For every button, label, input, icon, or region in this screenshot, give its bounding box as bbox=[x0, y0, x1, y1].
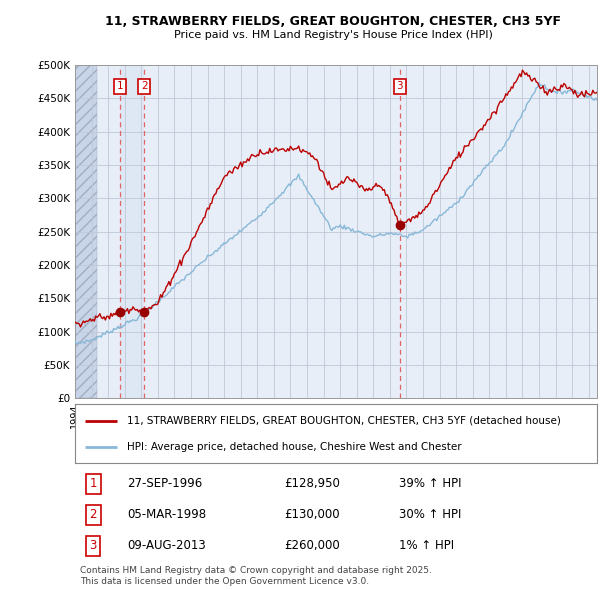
Text: £260,000: £260,000 bbox=[284, 539, 340, 552]
Text: £130,000: £130,000 bbox=[284, 508, 340, 522]
Text: 3: 3 bbox=[89, 539, 97, 552]
Text: 09-AUG-2013: 09-AUG-2013 bbox=[127, 539, 206, 552]
Text: 39% ↑ HPI: 39% ↑ HPI bbox=[398, 477, 461, 490]
Text: 1: 1 bbox=[89, 477, 97, 490]
Bar bbox=[121, 65, 144, 398]
Text: 05-MAR-1998: 05-MAR-1998 bbox=[127, 508, 206, 522]
Text: 11, STRAWBERRY FIELDS, GREAT BOUGHTON, CHESTER, CH3 5YF: 11, STRAWBERRY FIELDS, GREAT BOUGHTON, C… bbox=[105, 15, 561, 28]
Text: 27-SEP-1996: 27-SEP-1996 bbox=[127, 477, 202, 490]
Text: Price paid vs. HM Land Registry's House Price Index (HPI): Price paid vs. HM Land Registry's House … bbox=[173, 30, 493, 40]
Text: HPI: Average price, detached house, Cheshire West and Chester: HPI: Average price, detached house, Ches… bbox=[127, 442, 462, 451]
Text: 1: 1 bbox=[117, 81, 124, 91]
Text: 11, STRAWBERRY FIELDS, GREAT BOUGHTON, CHESTER, CH3 5YF (detached house): 11, STRAWBERRY FIELDS, GREAT BOUGHTON, C… bbox=[127, 416, 561, 425]
Text: £128,950: £128,950 bbox=[284, 477, 340, 490]
Bar bbox=[75, 65, 97, 398]
Text: 30% ↑ HPI: 30% ↑ HPI bbox=[398, 508, 461, 522]
Text: Contains HM Land Registry data © Crown copyright and database right 2025.
This d: Contains HM Land Registry data © Crown c… bbox=[80, 566, 432, 586]
Text: 2: 2 bbox=[141, 81, 148, 91]
Text: 1% ↑ HPI: 1% ↑ HPI bbox=[398, 539, 454, 552]
Text: 2: 2 bbox=[89, 508, 97, 522]
Text: 3: 3 bbox=[397, 81, 403, 91]
